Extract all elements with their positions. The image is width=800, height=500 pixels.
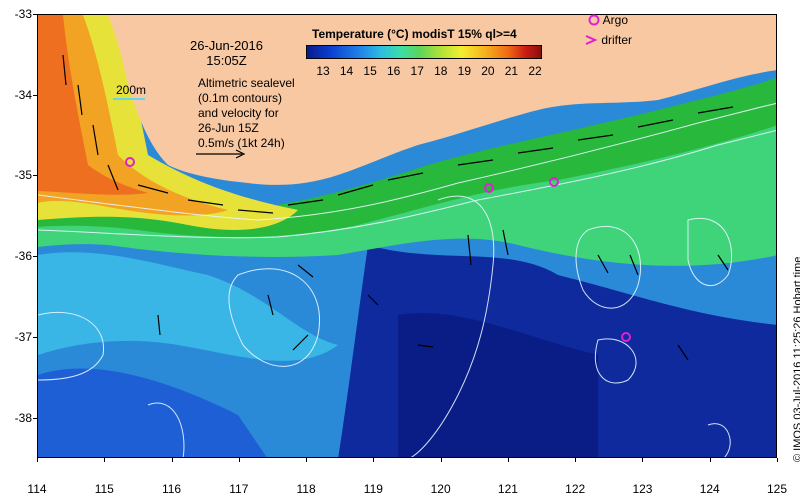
colorbar-tick-label: 19 xyxy=(457,64,472,78)
latitude-tick-label: -33 xyxy=(14,7,32,21)
latitude-tick-mark xyxy=(33,175,37,177)
latitude-tick-label: -38 xyxy=(14,410,32,425)
bathymetry-scale-line xyxy=(113,98,145,100)
longitude-tick-label: 124 xyxy=(699,482,720,496)
latitude-tick-mark xyxy=(33,256,37,258)
longitude-tick-mark xyxy=(37,458,38,462)
latitude-tick-mark xyxy=(33,14,37,15)
imos-credit: © IMOS 03-Jul-2016 11:25:26 Hobart time xyxy=(792,256,800,462)
longitude-tick-mark xyxy=(171,458,173,462)
sealevel-line: (0.1m contours) xyxy=(198,91,283,105)
longitude-tick-label: 121 xyxy=(497,482,518,496)
latitude-tick-label: -34 xyxy=(14,87,32,102)
date-annotation: 26-Jun-2016 15:05Z xyxy=(190,38,263,68)
latitude-tick-label: -35 xyxy=(14,168,32,183)
latitude-tick-mark xyxy=(33,417,37,419)
sealevel-annotation: Altimetric sealevel (0.1m contours) and … xyxy=(198,76,295,151)
date-line: 26-Jun-2016 xyxy=(190,38,263,53)
longitude-tick-label: 116 xyxy=(161,482,182,496)
longitude-tick-label: 122 xyxy=(565,482,586,496)
argo-legend: Argo xyxy=(588,13,628,27)
longitude-tick-label: 117 xyxy=(229,482,249,496)
longitude-tick-label: 114 xyxy=(27,482,47,496)
sst-field xyxy=(38,15,776,457)
colorbar-tick-label: 18 xyxy=(434,64,448,78)
colorbar-tick-label: 22 xyxy=(528,64,542,78)
longitude-tick-label: 125 xyxy=(766,482,788,496)
colorbar-tick-label: 21 xyxy=(504,64,519,78)
bathymetry-scale-label: 200m xyxy=(116,83,147,97)
argo-legend-label: Argo xyxy=(602,13,629,27)
colorbar-tick-label: 17 xyxy=(410,64,424,78)
latitude-tick-mark xyxy=(33,336,37,338)
colorbar-tick-label: 14 xyxy=(339,64,354,78)
longitude-tick-mark xyxy=(709,458,711,462)
colorbar-tick-label: 15 xyxy=(363,64,377,78)
longitude-tick-mark xyxy=(777,458,778,462)
longitude-tick-label: 120 xyxy=(430,482,451,496)
longitude-tick-mark xyxy=(575,458,577,462)
longitude-tick-label: 119 xyxy=(363,482,383,496)
latitude-tick-label: -37 xyxy=(14,329,32,344)
longitude-tick-mark xyxy=(642,458,644,462)
velocity-scale-arrow-icon xyxy=(196,149,246,159)
drifter-legend-label: drifter xyxy=(601,33,633,47)
latitude-tick-label: -36 xyxy=(14,249,32,264)
colorbar xyxy=(306,45,542,59)
sst-map xyxy=(37,14,777,458)
drifter-legend: drifter xyxy=(584,33,632,47)
colorbar-tick-label: 20 xyxy=(481,64,495,78)
longitude-tick-mark xyxy=(440,458,442,462)
colorbar-tick-label: 16 xyxy=(386,64,401,78)
colorbar-title: Temperature (°C) modisT 15% ql>=4 xyxy=(312,27,517,41)
longitude-tick-label: 118 xyxy=(296,482,316,496)
longitude-tick-mark xyxy=(507,458,509,462)
longitude-tick-label: 115 xyxy=(94,482,114,496)
longitude-tick-mark xyxy=(373,458,375,462)
drifter-chevron-icon xyxy=(585,35,598,45)
longitude-tick-mark xyxy=(306,458,308,462)
longitude-tick-label: 123 xyxy=(632,482,653,496)
sealevel-line: Altimetric sealevel xyxy=(198,76,295,90)
colorbar-tick-label: 13 xyxy=(316,64,330,78)
sealevel-line: and velocity for xyxy=(198,106,279,120)
time-line: 15:05Z xyxy=(206,53,247,68)
longitude-tick-mark xyxy=(104,458,106,462)
longitude-tick-mark xyxy=(238,458,240,462)
argo-circle-icon xyxy=(588,14,600,26)
latitude-tick-mark xyxy=(33,94,37,96)
sealevel-line: 0.5m/s (1kt 24h) xyxy=(198,136,285,150)
sealevel-line: 26-Jun 15Z xyxy=(198,121,259,135)
